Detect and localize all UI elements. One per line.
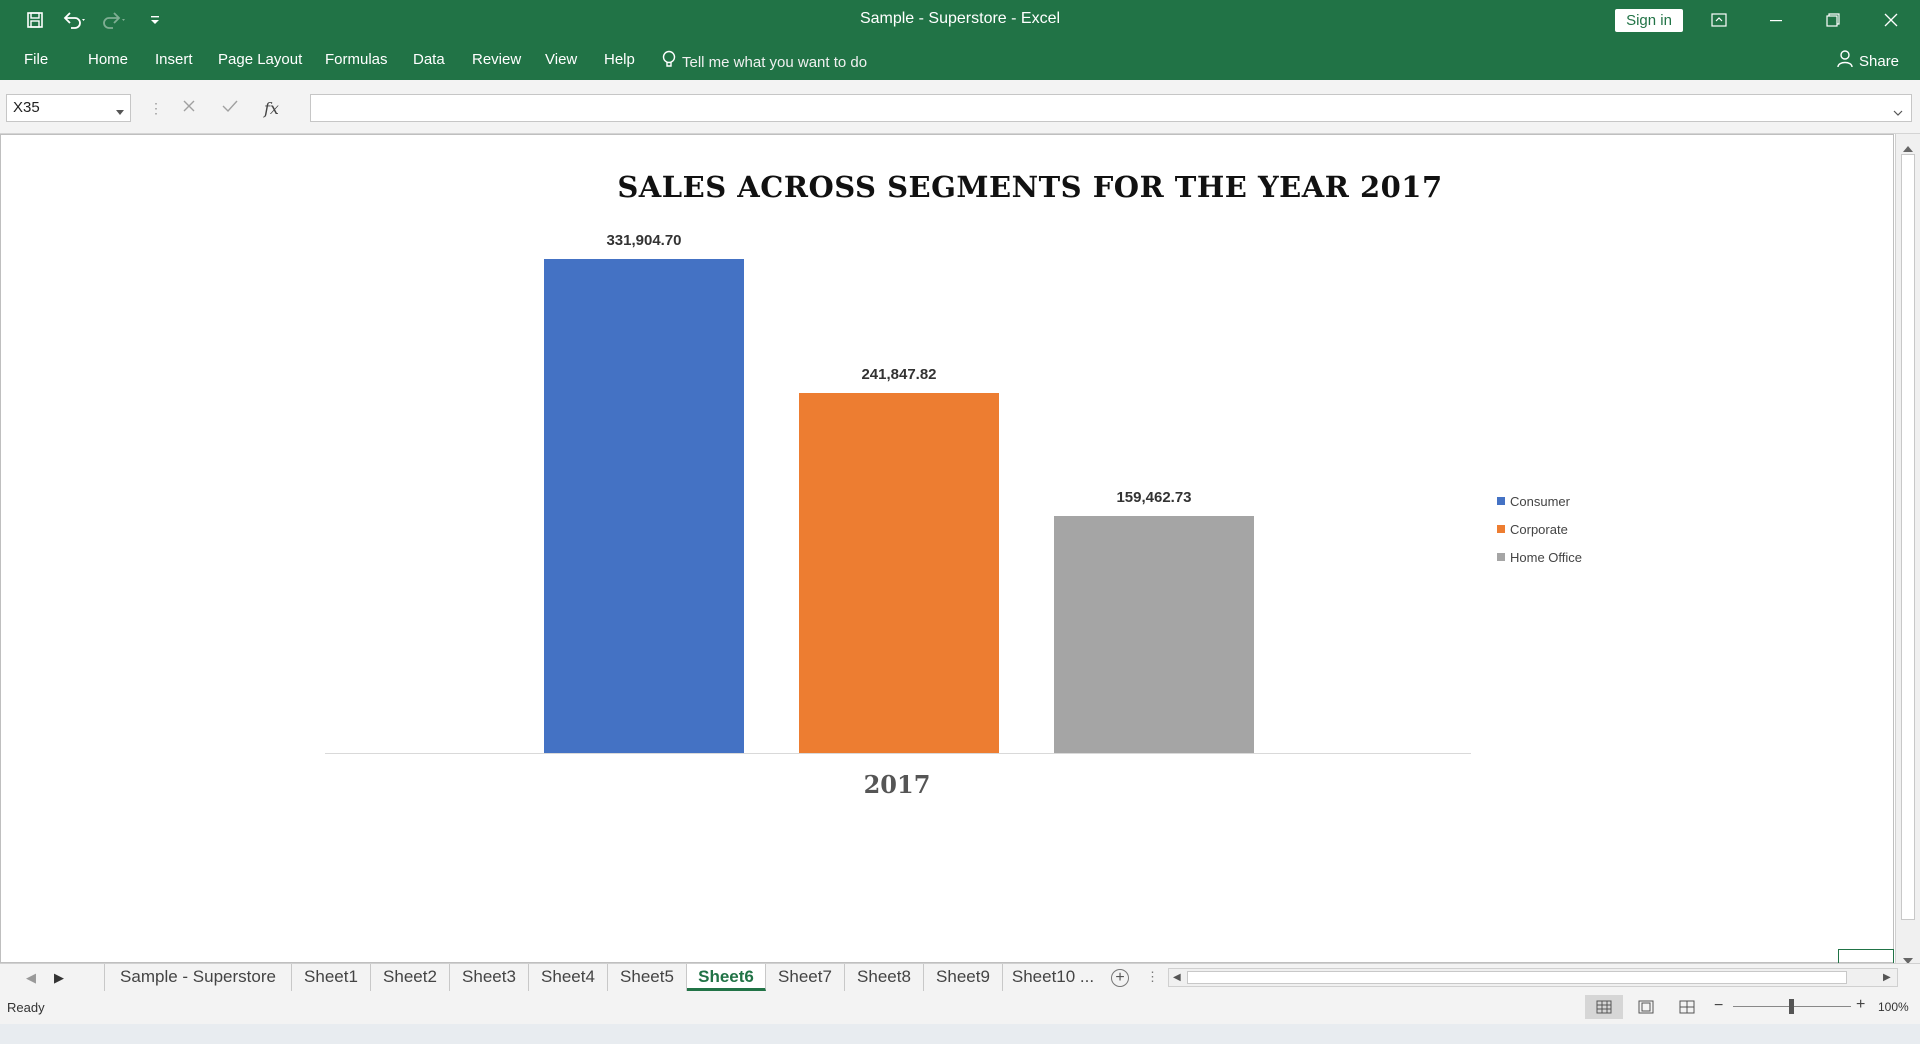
window-title: Sample - Superstore - Excel: [859, 10, 1061, 27]
close-icon[interactable]: [1868, 4, 1914, 36]
sheet-tab-sheet4[interactable]: Sheet4: [529, 964, 608, 991]
expand-formula-bar-icon[interactable]: [1893, 103, 1903, 121]
legend-item-consumer: Consumer: [1497, 487, 1582, 515]
ribbon-display-options-icon[interactable]: [1696, 4, 1742, 36]
name-box-value: X35: [13, 99, 40, 116]
sheet-tab-sheet3[interactable]: Sheet3: [450, 964, 529, 991]
sheet-tab-sheet6[interactable]: Sheet6: [687, 964, 766, 991]
legend-item-home-office: Home Office: [1497, 543, 1582, 571]
data-label-consumer: 331,904.70: [606, 232, 682, 249]
bar-consumer[interactable]: [544, 259, 744, 753]
legend-label-corporate: Corporate: [1510, 521, 1568, 537]
tab-review[interactable]: Review: [472, 51, 522, 68]
scroll-up-icon[interactable]: [1903, 139, 1913, 157]
scroll-tabs-left-icon[interactable]: ◀: [26, 970, 36, 985]
sheet-tab-sheet9[interactable]: Sheet9: [924, 964, 1003, 991]
vertical-scroll-thumb[interactable]: [1901, 154, 1915, 920]
legend-label-home-office: Home Office: [1510, 549, 1583, 565]
sheet-tab-sheet8[interactable]: Sheet8: [845, 964, 924, 991]
tab-formulas[interactable]: Formulas: [325, 51, 388, 68]
bar-home-office[interactable]: [1054, 516, 1254, 753]
page-layout-view-icon[interactable]: [1627, 995, 1665, 1019]
formula-buttons: fx: [170, 94, 300, 122]
zoom-in-icon[interactable]: +: [1856, 996, 1866, 1013]
zoom-slider-knob[interactable]: [1789, 999, 1794, 1014]
tab-data[interactable]: Data: [413, 51, 445, 68]
x-axis-category-label: 2017: [863, 770, 931, 799]
sheet-tab-sheet2[interactable]: Sheet2: [371, 964, 450, 991]
legend-label-consumer: Consumer: [1510, 493, 1570, 509]
zoom-level[interactable]: 100%: [1878, 1000, 1909, 1014]
scroll-left-icon[interactable]: ◀: [1173, 972, 1181, 983]
horizontal-scroll-thumb[interactable]: [1187, 971, 1847, 984]
horizontal-scrollbar[interactable]: ◀ ▶: [1168, 968, 1898, 987]
chart-legend: Consumer Corporate Home Office: [1497, 487, 1582, 571]
sheet-tab-sheet5[interactable]: Sheet5: [608, 964, 687, 991]
cancel-icon[interactable]: [182, 99, 196, 118]
formula-bar-splitter[interactable]: ⋮: [149, 100, 163, 116]
share-label: Share: [1859, 52, 1900, 70]
legend-swatch-corporate: [1497, 525, 1505, 533]
chart-axis-line: [325, 753, 1471, 754]
formula-input[interactable]: [310, 94, 1912, 122]
vertical-scrollbar[interactable]: [1895, 134, 1920, 964]
tab-view[interactable]: View: [545, 51, 578, 68]
page-break-preview-icon[interactable]: [1668, 995, 1706, 1019]
scroll-tabs-right-icon[interactable]: ▶: [54, 970, 64, 985]
chart-title: SALES ACROSS SEGMENTS FOR THE YEAR 2017: [617, 170, 1443, 204]
tab-file[interactable]: File: [24, 51, 49, 68]
data-label-home-office: 159,462.73: [1116, 489, 1192, 506]
sheet-tab-sheet7[interactable]: Sheet7: [766, 964, 845, 991]
bar-corporate[interactable]: [799, 393, 999, 753]
quick-access-toolbar: [22, 8, 168, 32]
legend-swatch-consumer: [1497, 497, 1505, 505]
tab-insert[interactable]: Insert: [155, 51, 193, 68]
chevron-down-icon[interactable]: [116, 103, 124, 120]
tell-me-label: Tell me what you want to do: [682, 53, 868, 71]
tab-page-layout[interactable]: Page Layout: [218, 51, 303, 68]
normal-view-icon[interactable]: [1585, 995, 1623, 1019]
taskbar-strip: [0, 1024, 1920, 1044]
selected-cell-indicator: [1838, 949, 1894, 963]
sheet-tab-sample-superstore[interactable]: Sample - Superstore: [104, 964, 292, 991]
legend-swatch-home-office: [1497, 553, 1505, 561]
scroll-right-icon[interactable]: ▶: [1883, 972, 1891, 983]
undo-icon[interactable]: [62, 8, 88, 32]
insert-function-icon[interactable]: fx: [264, 98, 279, 118]
tab-splitter-handle[interactable]: ⋮: [1146, 969, 1159, 984]
ribbon-tabs: File Home Insert Page Layout Formulas Da…: [0, 40, 1920, 80]
tab-home[interactable]: Home: [88, 51, 129, 68]
sheet-tab-sheet10[interactable]: Sheet10 ...: [1011, 967, 1095, 986]
legend-item-corporate: Corporate: [1497, 515, 1582, 543]
status-ready: Ready: [7, 1000, 45, 1015]
restore-icon[interactable]: [1810, 4, 1856, 36]
tab-help[interactable]: Help: [604, 51, 635, 68]
status-bar: Ready − + 100%: [0, 991, 1920, 1024]
scroll-down-icon[interactable]: [1903, 951, 1913, 969]
tell-me-search[interactable]: Tell me what you want to do: [662, 50, 867, 74]
minimize-icon[interactable]: [1753, 4, 1799, 36]
data-label-corporate: 241,847.82: [861, 366, 937, 383]
sign-in-button[interactable]: Sign in: [1615, 9, 1683, 32]
add-sheet-icon[interactable]: +: [1111, 969, 1129, 987]
person-icon: [1837, 50, 1853, 72]
save-icon[interactable]: [22, 8, 48, 32]
sheet-tabs-bar: ◀ ▶ Sample - Superstore Sheet1 Sheet2 Sh…: [0, 963, 1920, 991]
share-button[interactable]: Share: [1837, 50, 1899, 72]
customize-toolbar-icon[interactable]: [142, 8, 168, 32]
redo-icon[interactable]: [102, 8, 128, 32]
name-box[interactable]: X35: [6, 94, 131, 122]
enter-icon[interactable]: [222, 99, 238, 118]
sheet-tab-sheet1[interactable]: Sheet1: [292, 964, 371, 991]
lightbulb-icon: [662, 50, 676, 74]
zoom-out-icon[interactable]: −: [1714, 997, 1724, 1014]
title-bar: Sample - Superstore - Excel Sign in: [0, 0, 1920, 40]
